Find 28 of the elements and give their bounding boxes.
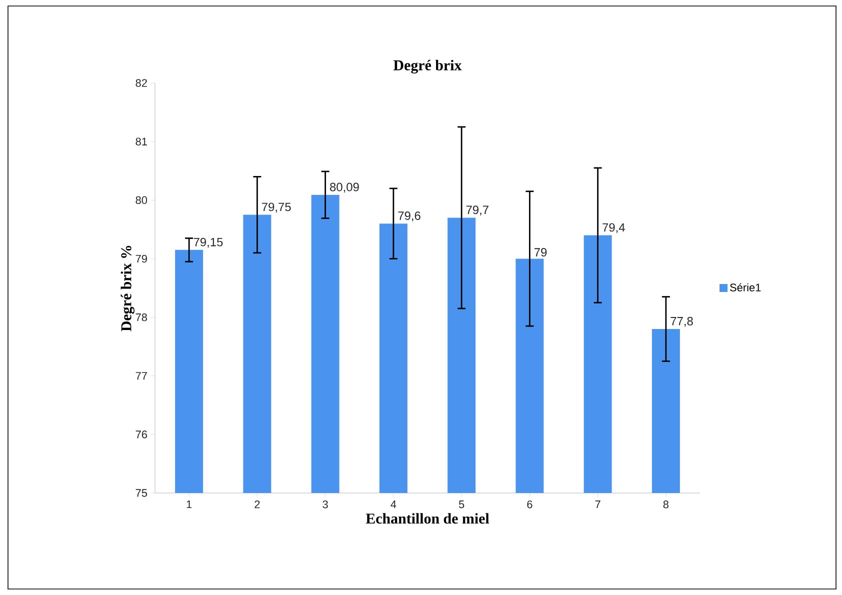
y-axis-title: Degré brix % [120, 246, 134, 332]
data-label: 79,6 [398, 211, 420, 222]
data-label: 79,15 [194, 238, 223, 248]
x-tick-label: 5 [458, 500, 464, 508]
y-tick-label: 75 [136, 489, 148, 497]
x-tick-label: 2 [254, 500, 260, 508]
legend-label: Série1 [730, 283, 761, 292]
data-label: 77,8 [670, 316, 693, 327]
x-axis-title: Echantillon de miel [366, 513, 490, 524]
y-tick-label: 80 [136, 196, 148, 204]
y-tick-label: 82 [136, 79, 147, 87]
data-label: 79,7 [466, 206, 488, 216]
data-label: 80,09 [330, 182, 359, 193]
data-label: 79 [534, 248, 547, 257]
y-tick-label: 76 [136, 430, 147, 438]
x-tick-label: 7 [595, 500, 600, 508]
y-tick-label: 77 [136, 372, 147, 380]
chart-title: Degré brix [394, 60, 462, 74]
data-label: 79,4 [602, 223, 625, 234]
x-tick-label: 1 [186, 500, 192, 508]
x-tick-label: 6 [527, 500, 532, 508]
y-tick-label: 81 [136, 138, 147, 146]
y-tick-label: 79 [136, 254, 147, 263]
x-tick-label: 8 [663, 500, 668, 508]
x-tick-label: 3 [322, 500, 328, 508]
data-label: 79,75 [262, 202, 291, 213]
y-tick-label: 78 [136, 313, 147, 322]
x-tick-label: 4 [390, 500, 396, 508]
